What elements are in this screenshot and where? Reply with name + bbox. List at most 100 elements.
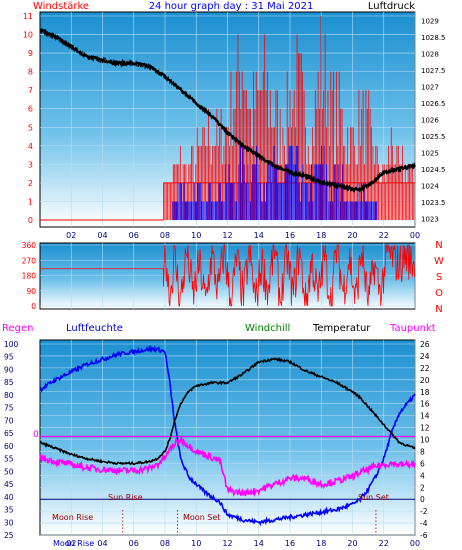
direction-tick-label: 0 — [31, 302, 36, 311]
temperature-tick-label: 8 — [420, 447, 425, 456]
temperature-tick-label: -4 — [420, 519, 428, 528]
pressure-tick-label: 1025.5 — [421, 133, 446, 141]
direction-tick-label: 270 — [22, 256, 37, 265]
wind-direction-series — [40, 244, 415, 307]
wind-tick-label: 3 — [28, 160, 33, 169]
compass-label: W — [434, 256, 444, 267]
moon-set-label: Moon Set — [183, 513, 220, 522]
humidity-tick-label: 30 — [4, 518, 14, 527]
rain-zero-label: 0 — [33, 430, 39, 440]
temperature-tick-label: 12 — [420, 424, 430, 433]
taupunkt-label: Taupunkt — [389, 323, 436, 334]
x-tick-label: 18 — [316, 231, 326, 240]
x-tick-label: 10 — [191, 231, 201, 240]
temp-x-tick-label: 18 — [316, 539, 326, 548]
wind-tick-label: 11 — [23, 12, 33, 21]
temperature-tick-label: 14 — [420, 412, 430, 421]
temperature-line — [39, 357, 416, 466]
x-tick-label: 16 — [285, 231, 295, 240]
temperatur-label: Temperatur — [312, 323, 371, 334]
sun-rise-label: Sun Rise — [108, 493, 143, 502]
wind-pressure-axes: 0123456789101110231023.510241024.5102510… — [23, 12, 446, 240]
wind-tick-label: 1 — [28, 197, 33, 206]
wind-tick-label: 0 — [28, 216, 33, 225]
humidity-tick-label: 65 — [4, 429, 14, 438]
wind-tick-label: 8 — [28, 68, 33, 77]
moon-rise-bottom-label: Moon Rise — [53, 539, 94, 548]
temperature-tick-label: 20 — [420, 376, 430, 385]
dewpoint-line — [39, 434, 416, 498]
humidity-tick-label: 40 — [4, 493, 14, 502]
pressure-tick-label: 1025 — [421, 150, 439, 158]
temp-x-tick-label: 08 — [160, 539, 170, 548]
pressure-right-label: Luftdruck — [368, 1, 415, 12]
humidity-tick-label: 80 — [4, 391, 14, 400]
wind-tick-label: 6 — [28, 105, 33, 114]
wind-direction-line — [40, 244, 415, 307]
sun-set-label: Sun Set — [358, 493, 389, 502]
temperature-tick-label: 2 — [420, 483, 425, 492]
pressure-tick-label: 1024.5 — [421, 166, 446, 174]
temperature-tick-label: 18 — [420, 388, 430, 397]
humidity-tick-label: 50 — [4, 467, 14, 476]
temperature-tick-label: 6 — [420, 459, 425, 468]
temperature-tick-label: 16 — [420, 400, 430, 409]
wind-tick-label: 9 — [28, 49, 33, 58]
humidity-tick-label: 100 — [4, 340, 19, 349]
temp-x-tick-label: 16 — [285, 539, 295, 548]
humidity-line — [39, 344, 416, 527]
luftfeuchte-label: Luftfeuchte — [66, 323, 123, 334]
temp-x-tick-label: 06 — [129, 539, 139, 548]
temperature-tick-label: -6 — [420, 531, 428, 540]
temp-x-tick-label: 14 — [254, 539, 264, 548]
temperature-tick-label: 4 — [420, 471, 425, 480]
humidity-tick-label: 70 — [4, 416, 14, 425]
direction-tick-label: 90 — [26, 287, 36, 296]
temperature-tick-label: -2 — [420, 507, 428, 516]
compass-label: S — [436, 272, 442, 283]
humidity-tick-label: 95 — [4, 353, 14, 362]
temp-x-tick-label: 04 — [97, 539, 107, 548]
x-tick-label: 22 — [379, 231, 389, 240]
x-tick-label: 00 — [410, 231, 420, 240]
temp-x-tick-label: 00 — [410, 539, 420, 548]
humidity-tick-label: 45 — [4, 480, 14, 489]
pressure-tick-label: 1029 — [421, 17, 439, 25]
pressure-series — [39, 28, 416, 193]
x-tick-label: 02 — [66, 231, 76, 240]
compass-label: O — [435, 288, 443, 299]
temperature-tick-label: 0 — [420, 495, 425, 504]
pressure-tick-label: 1027.5 — [421, 67, 446, 75]
humidity-tick-label: 25 — [4, 531, 14, 540]
pressure-tick-label: 1028 — [421, 50, 439, 58]
pressure-tick-label: 1028.5 — [421, 34, 446, 42]
temperature-axes: 253035404550556065707580859095100-6-4-20… — [4, 340, 430, 548]
wind-tick-label: 4 — [28, 142, 33, 151]
direction-tick-label: 360 — [22, 241, 37, 250]
humidity-tick-label: 90 — [4, 365, 14, 374]
humidity-tick-label: 35 — [4, 506, 14, 515]
moon-rise-label: Moon Rise — [52, 513, 93, 522]
temp-x-tick-label: 20 — [347, 539, 357, 548]
temp-x-tick-label: 10 — [191, 539, 201, 548]
x-tick-label: 06 — [129, 231, 139, 240]
humidity-tick-label: 60 — [4, 442, 14, 451]
wind-left-label: Windstärke — [33, 1, 89, 12]
temperature-tick-label: 24 — [420, 352, 430, 361]
wind-speed-series — [172, 145, 377, 220]
regen-label: Regen — [2, 323, 34, 334]
temperature-tick-label: 26 — [420, 340, 430, 349]
wind-tick-label: 2 — [28, 179, 33, 188]
pressure-tick-label: 1026.5 — [421, 100, 446, 108]
temperature-tick-label: 10 — [420, 436, 430, 445]
pressure-tick-label: 1023 — [421, 216, 439, 224]
temperature-series — [39, 344, 416, 527]
wind-direction-gridlines — [40, 243, 416, 309]
temperature-annotations — [40, 435, 415, 535]
x-tick-label: 20 — [347, 231, 357, 240]
humidity-tick-label: 55 — [4, 455, 14, 464]
pressure-noise-line — [39, 28, 416, 193]
temperature-tick-label: 22 — [420, 364, 430, 373]
humidity-tick-label: 85 — [4, 378, 14, 387]
